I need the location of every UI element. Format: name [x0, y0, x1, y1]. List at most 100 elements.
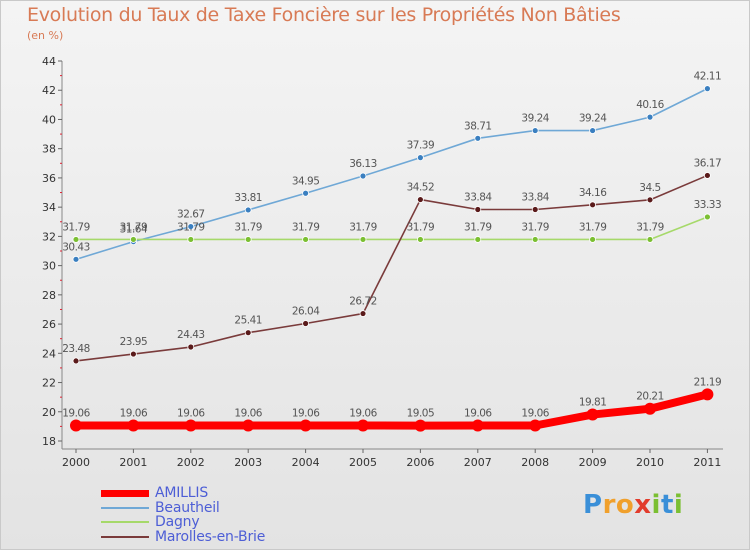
legend-swatch [101, 506, 149, 509]
data-point [244, 236, 252, 243]
proxiti-logo: Proxiti [583, 490, 683, 520]
data-point [72, 255, 80, 263]
data-point [646, 236, 654, 243]
data-point [129, 350, 137, 358]
y-tick-label: 32 [42, 230, 56, 243]
legend-item-marolles-en-brie: Marolles-en-Brie [101, 529, 265, 545]
data-label: 31.79 [234, 221, 262, 233]
data-point [359, 310, 367, 317]
legend-item-beautheil: Beautheil [101, 500, 220, 516]
data-point [187, 236, 195, 243]
data-point [302, 320, 310, 327]
x-tick-label: 2009 [579, 456, 607, 469]
data-point [589, 236, 596, 243]
data-label: 39.24 [521, 113, 549, 125]
data-label: 42.11 [694, 71, 722, 83]
data-point [586, 408, 599, 421]
data-point [704, 172, 711, 179]
x-tick-label: 2008 [521, 456, 549, 469]
data-label: 37.39 [407, 140, 435, 152]
y-tick-label: 40 [42, 113, 56, 126]
x-tick-label: 2002 [177, 456, 205, 469]
logo-letter: i [673, 490, 684, 520]
logo-letter: o [615, 490, 635, 520]
legend-label: Marolles-en-Brie [155, 528, 266, 545]
x-tick-label: 2005 [349, 456, 377, 469]
data-label: 33.84 [464, 191, 492, 203]
data-point [646, 196, 654, 204]
data-point [302, 189, 310, 197]
data-point [127, 419, 140, 432]
data-point [471, 419, 484, 432]
data-label: 33.84 [521, 191, 549, 203]
data-point [244, 329, 252, 337]
data-point [644, 402, 656, 415]
data-label: 34.52 [407, 182, 435, 194]
data-point [474, 134, 482, 142]
legend-swatch [101, 521, 149, 523]
data-point [72, 357, 80, 365]
data-point [187, 223, 195, 230]
y-tick-label: 42 [42, 84, 56, 97]
data-point [474, 206, 482, 213]
y-tick-label: 22 [42, 377, 56, 390]
data-label: 31.79 [292, 221, 320, 233]
y-tick-label: 18 [42, 435, 56, 448]
data-label: 19.81 [579, 397, 607, 409]
data-point [529, 419, 542, 432]
data-label: 25.41 [234, 315, 262, 327]
data-label: 31.79 [62, 221, 90, 233]
data-label: 26.04 [292, 305, 320, 317]
y-tick-label: 28 [42, 289, 56, 302]
data-label: 30.43 [62, 241, 90, 253]
y-tick-label: 30 [42, 260, 56, 273]
data-label: 20.21 [636, 391, 664, 403]
data-label: 40.16 [636, 99, 664, 111]
data-label: 19.06 [62, 408, 90, 420]
data-point [72, 236, 80, 243]
chart-unit-label: (en %) [27, 29, 64, 42]
data-point [416, 154, 424, 162]
data-point [701, 388, 714, 401]
data-point [184, 419, 197, 432]
x-tick-label: 2000 [62, 456, 90, 469]
data-label: 33.81 [234, 192, 262, 204]
data-label: 31.79 [579, 221, 607, 233]
data-label: 19.06 [292, 408, 320, 420]
y-tick-label: 44 [42, 55, 56, 68]
legend-swatch [101, 489, 149, 497]
data-label: 39.24 [579, 113, 607, 125]
data-point [704, 213, 711, 221]
data-label: 34.95 [292, 175, 320, 187]
data-point [299, 419, 312, 432]
data-point [357, 419, 369, 432]
data-point [302, 236, 310, 243]
series-line-marolles-en-brie [75, 174, 709, 362]
y-tick-label: 24 [42, 347, 56, 360]
data-label: 34.5 [639, 182, 660, 194]
series-line-beautheil [75, 87, 709, 261]
x-tick-label: 2010 [636, 456, 664, 469]
logo-letter: P [583, 490, 603, 520]
data-label: 19.06 [521, 408, 549, 420]
logo-letter: x [634, 490, 652, 520]
data-label: 19.06 [464, 408, 492, 420]
y-tick-label: 20 [42, 406, 56, 419]
data-label: 31.79 [177, 221, 205, 233]
y-tick-label: 26 [42, 318, 56, 331]
data-label: 34.16 [579, 187, 607, 199]
series-line-amillis [72, 390, 712, 430]
data-point [589, 201, 596, 209]
data-label: 19.06 [349, 408, 377, 420]
data-point [704, 85, 711, 93]
data-label: 31.79 [464, 221, 492, 233]
data-label: 19.06 [177, 408, 205, 420]
logo-letter: r [602, 490, 616, 520]
data-label: 31.79 [349, 221, 377, 233]
x-tick-label: 2007 [464, 456, 492, 469]
data-point [359, 172, 367, 180]
data-label: 36.17 [694, 157, 722, 169]
logo-letter: i [651, 490, 661, 520]
